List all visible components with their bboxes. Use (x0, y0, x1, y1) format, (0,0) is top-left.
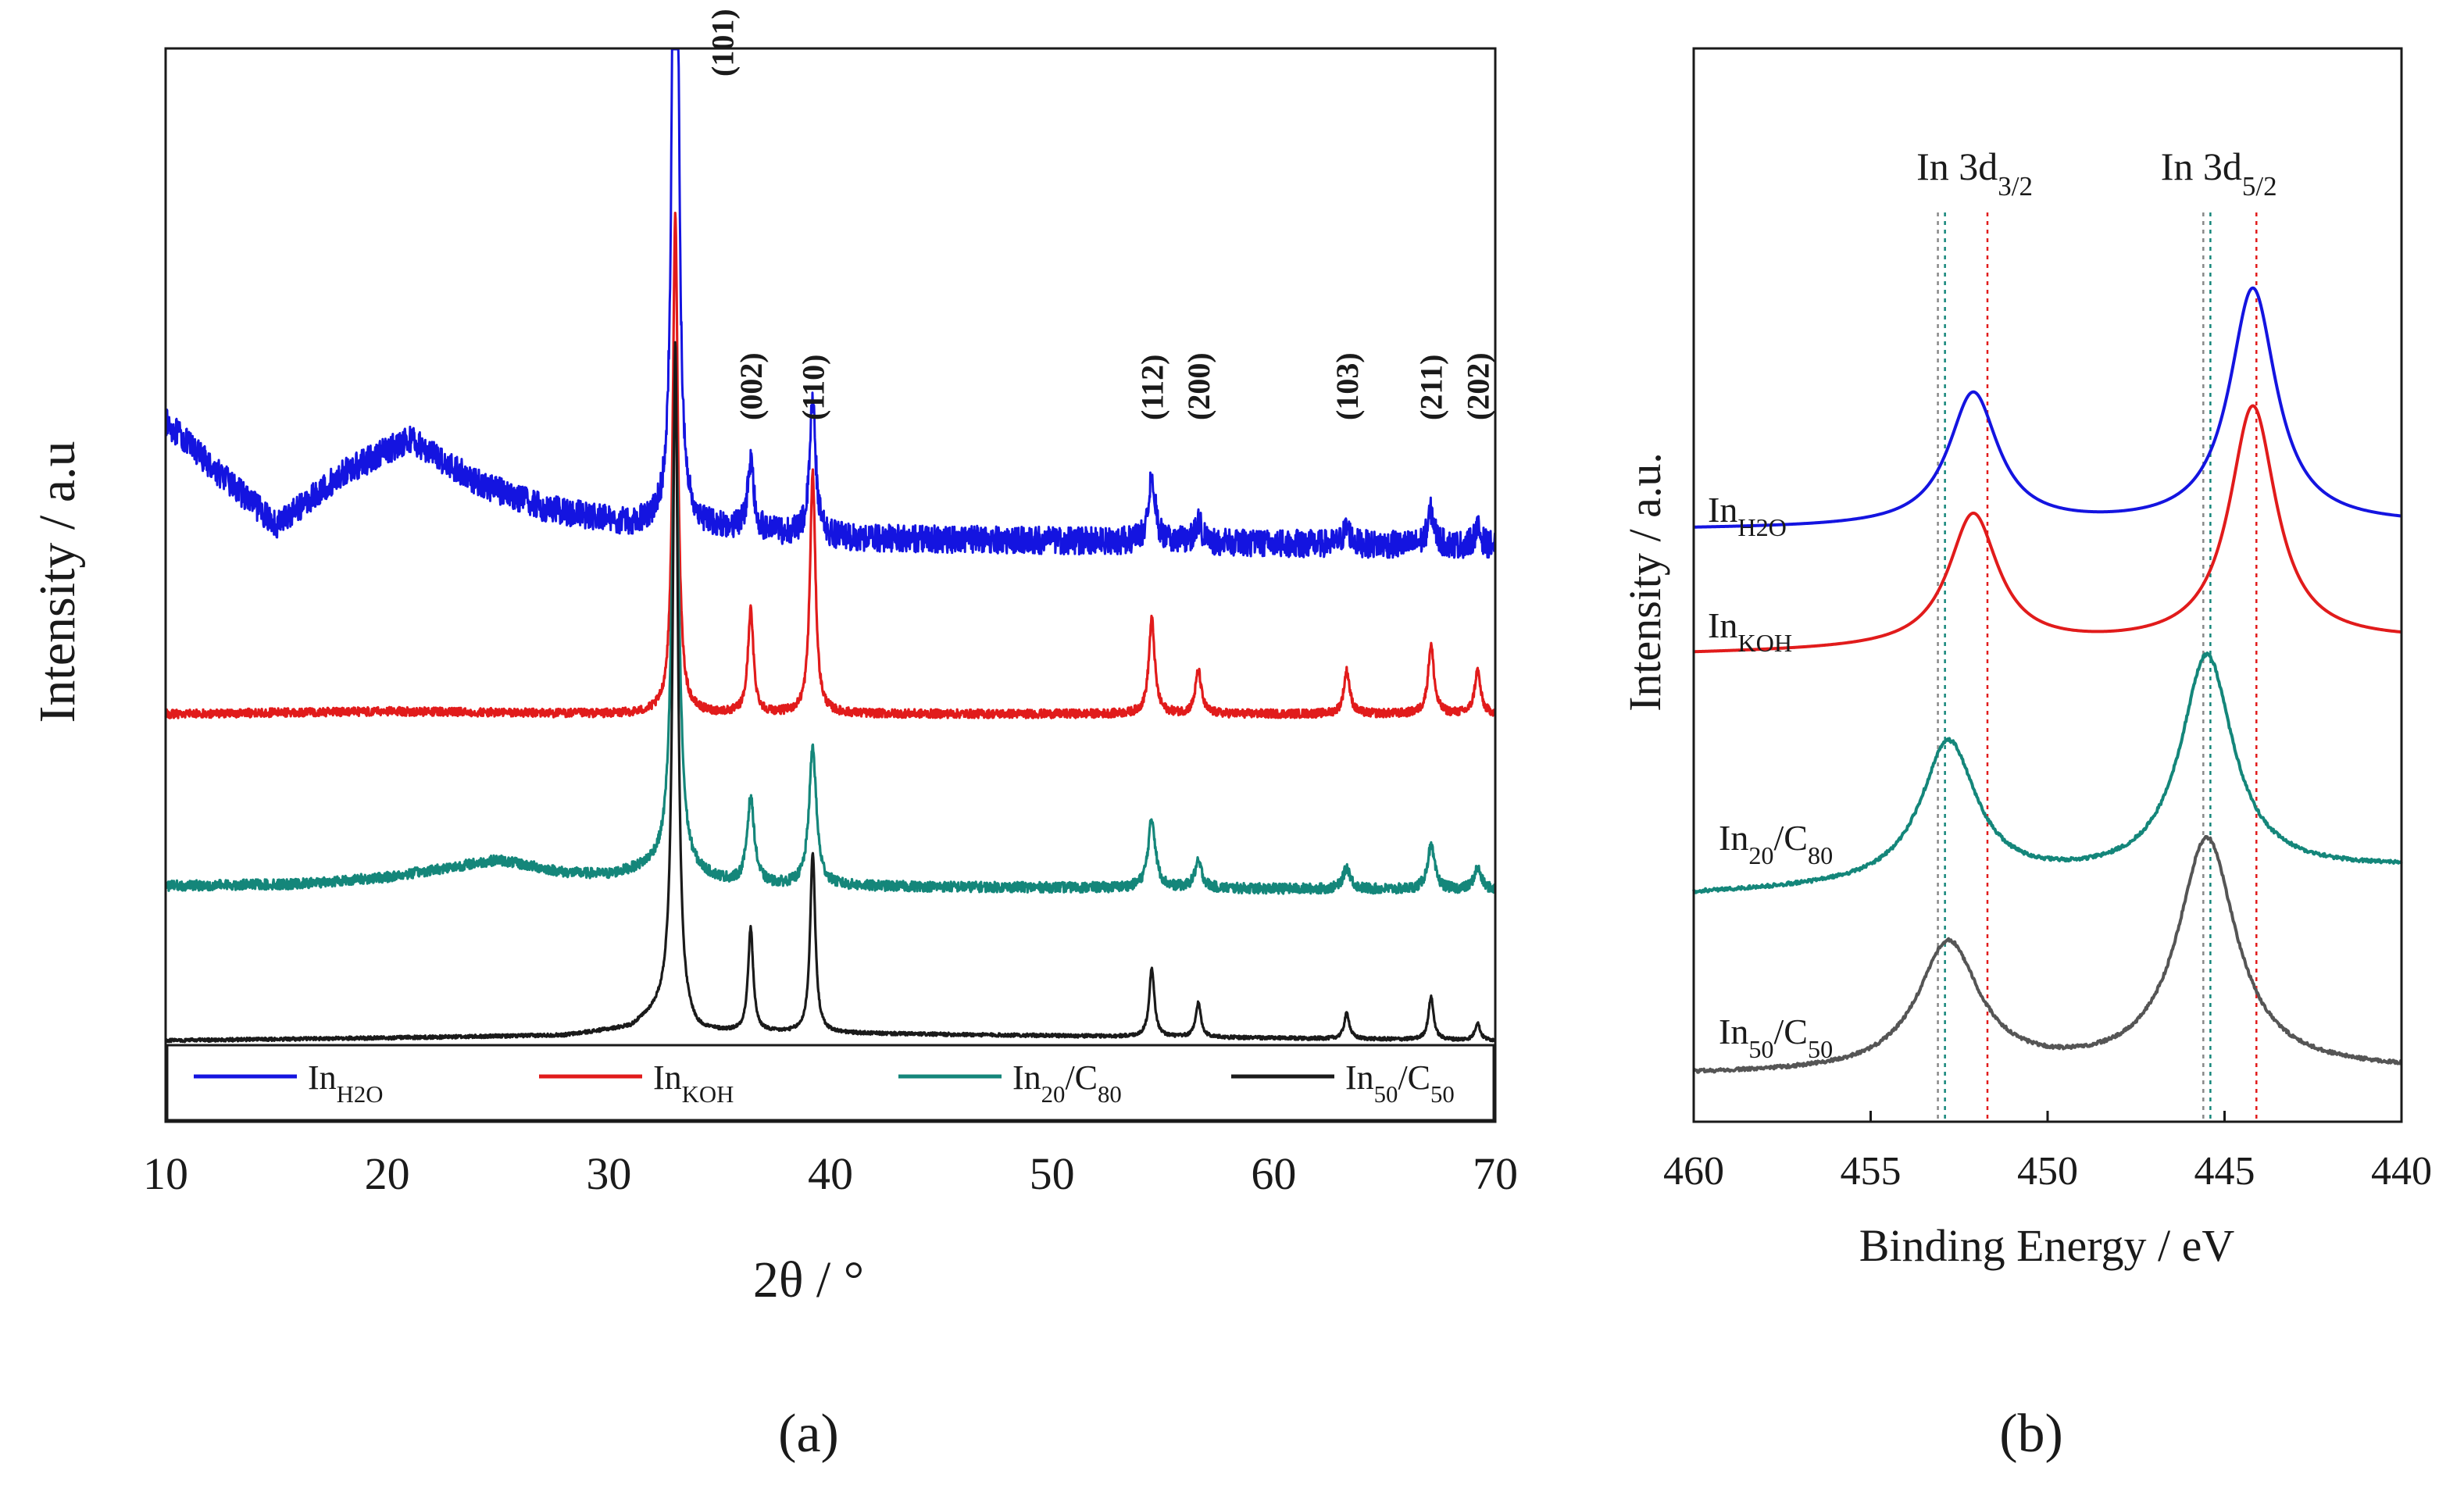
xps-series-line (1692, 834, 2402, 1074)
xps-series-label: In50/C50 (1719, 1012, 1833, 1063)
xps-orbital-label: In 3d5/2 (2161, 145, 2277, 202)
xrd-y-axis-label: Intensity / a.u (29, 441, 86, 723)
xrd-x-tick-label: 30 (586, 1148, 631, 1199)
xrd-peak-label: (202) (1460, 352, 1495, 420)
xrd-panel: 10 20 30 40 50 60 70 (101) (002) (110) (112) (200)… (29, 9, 1518, 1464)
xps-series-label: InH2O (1708, 490, 1787, 541)
xps-x-axis-label: Binding Energy / eV (1859, 1220, 2235, 1271)
xrd-peak-label: (112) (1134, 355, 1170, 420)
xrd-series-line (164, 48, 1497, 559)
xps-panel: 460 455 450 445 440 In 3d3/2 In 3d5/2 InH2OIn… (1619, 47, 2432, 1464)
xrd-x-tick-label: 50 (1030, 1148, 1075, 1199)
xps-orbital-annotations: In 3d3/2 In 3d5/2 (1916, 145, 2277, 202)
xps-series-label: In20/C80 (1719, 818, 1833, 869)
xps-x-tick-label: 445 (2194, 1149, 2255, 1194)
xps-series-labels: InH2O InKOH In20/C80 In50/C50 (1708, 490, 1833, 1063)
xps-orbital-label: In 3d3/2 (1916, 145, 2033, 202)
xps-series-line (1692, 651, 2403, 894)
xrd-x-axis-label: 2θ / ° (753, 1251, 864, 1308)
xrd-series-line (164, 396, 1497, 895)
xps-series-line (1693, 286, 2402, 529)
xrd-x-tick-label: 70 (1473, 1148, 1518, 1199)
xps-series-line (1693, 404, 2402, 654)
xrd-peak-label: (110) (795, 355, 830, 420)
xps-x-ticks: 460 455 450 445 440 (1663, 1111, 2432, 1194)
xrd-plot-frame (164, 47, 1497, 1123)
xps-reference-lines (1937, 212, 2258, 1120)
xps-plot-frame (1692, 47, 2403, 1123)
panel-b-caption: (b) (1999, 1404, 2063, 1464)
xrd-series-line (164, 341, 1497, 1044)
xrd-peak-labels: (101) (002) (110) (112) (200) (103) (211) (202) (705, 9, 1495, 420)
xrd-peak-label: (002) (734, 352, 769, 420)
xrd-peak-label: (103) (1330, 352, 1365, 420)
xrd-legend-box (166, 1044, 1495, 1122)
xrd-x-tick-label: 10 (143, 1148, 188, 1199)
xrd-x-tick-label: 40 (808, 1148, 853, 1199)
xps-x-tick-label: 455 (1841, 1149, 1902, 1194)
xps-y-axis-label: Intensity / a.u. (1619, 452, 1670, 712)
xrd-x-tick-label: 20 (365, 1148, 410, 1199)
xps-x-tick-label: 460 (1663, 1149, 1724, 1194)
xps-x-tick-label: 450 (2017, 1149, 2078, 1194)
xrd-traces (164, 48, 1497, 1044)
panel-a-caption: (a) (778, 1404, 839, 1464)
xrd-peak-label: (101) (705, 9, 740, 77)
xrd-series-line (164, 212, 1497, 719)
xrd-x-tick-label: 60 (1251, 1148, 1296, 1199)
xrd-peak-label: (211) (1414, 355, 1449, 420)
xps-x-tick-label: 440 (2371, 1149, 2432, 1194)
xrd-legend: InH2O InKOH In20/C80 In50/C50 (166, 1044, 1495, 1122)
xps-series-label: InKOH (1708, 605, 1792, 657)
xrd-peak-label: (200) (1181, 352, 1216, 420)
xps-traces (1692, 286, 2403, 1074)
